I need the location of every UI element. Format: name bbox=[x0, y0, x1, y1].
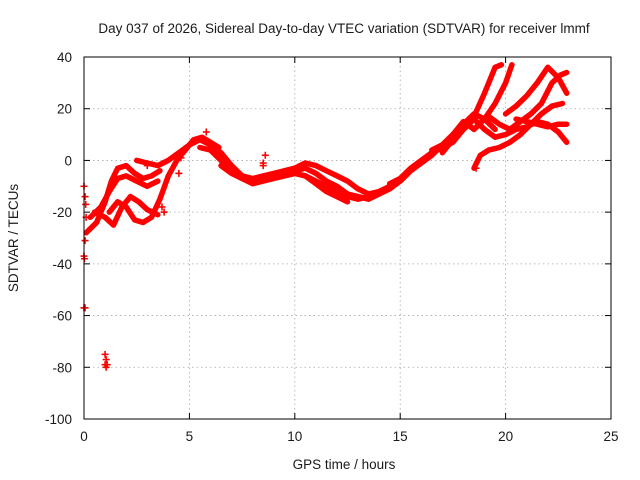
y-tick-label: 0 bbox=[64, 153, 72, 168]
series-track-03 bbox=[91, 193, 161, 228]
series-track-02 bbox=[87, 173, 161, 221]
axis-ticks bbox=[83, 56, 612, 420]
data-point bbox=[102, 356, 110, 364]
chart-title: Day 037 of 2026, Sidereal Day-to-day VTE… bbox=[98, 21, 589, 36]
y-tick-label: -20 bbox=[52, 205, 72, 220]
x-tick-label: 5 bbox=[186, 429, 194, 444]
series-track-15 bbox=[502, 64, 570, 117]
y-tick-label: -80 bbox=[52, 360, 72, 375]
data-point bbox=[175, 169, 183, 177]
y-tick-label: -40 bbox=[52, 257, 72, 272]
x-tick-labels: 0 5 10 15 20 25 bbox=[80, 429, 618, 444]
series-track-10 bbox=[386, 62, 505, 187]
x-tick-label: 0 bbox=[80, 429, 88, 444]
data-point bbox=[81, 237, 89, 245]
y-axis-label: SDTVAR / TECUs bbox=[6, 184, 21, 293]
x-tick-label: 25 bbox=[603, 429, 618, 444]
series-track-09 bbox=[302, 173, 351, 205]
series-track-11 bbox=[429, 62, 515, 153]
series-track-01 bbox=[83, 162, 163, 236]
data-point bbox=[202, 128, 210, 136]
data-point bbox=[177, 154, 185, 162]
data-point bbox=[160, 208, 168, 216]
x-tick-label: 10 bbox=[287, 429, 302, 444]
data-point bbox=[158, 203, 166, 211]
x-axis-label: GPS time / hours bbox=[293, 457, 396, 472]
series-track-16 bbox=[513, 116, 570, 130]
data-point bbox=[472, 164, 480, 172]
y-tick-label: 40 bbox=[57, 50, 72, 65]
data-point bbox=[261, 151, 269, 159]
plot-series bbox=[83, 62, 570, 236]
plot-frame bbox=[83, 56, 612, 420]
y-tick-label: -60 bbox=[52, 309, 72, 324]
data-point bbox=[259, 159, 267, 167]
data-point bbox=[81, 304, 89, 312]
data-point bbox=[81, 193, 89, 201]
y-tick-labels: -100 -80 -60 -40 -20 0 20 40 bbox=[45, 50, 72, 427]
data-point bbox=[102, 363, 110, 371]
x-tick-label: 15 bbox=[393, 429, 408, 444]
series-track-13 bbox=[471, 100, 566, 171]
data-point bbox=[143, 162, 151, 170]
data-point bbox=[82, 200, 90, 208]
data-point bbox=[101, 350, 109, 358]
y-tick-label: 20 bbox=[57, 102, 72, 117]
grid-lines bbox=[84, 57, 611, 419]
y-tick-label: -100 bbox=[45, 412, 72, 427]
x-tick-label: 20 bbox=[498, 429, 513, 444]
